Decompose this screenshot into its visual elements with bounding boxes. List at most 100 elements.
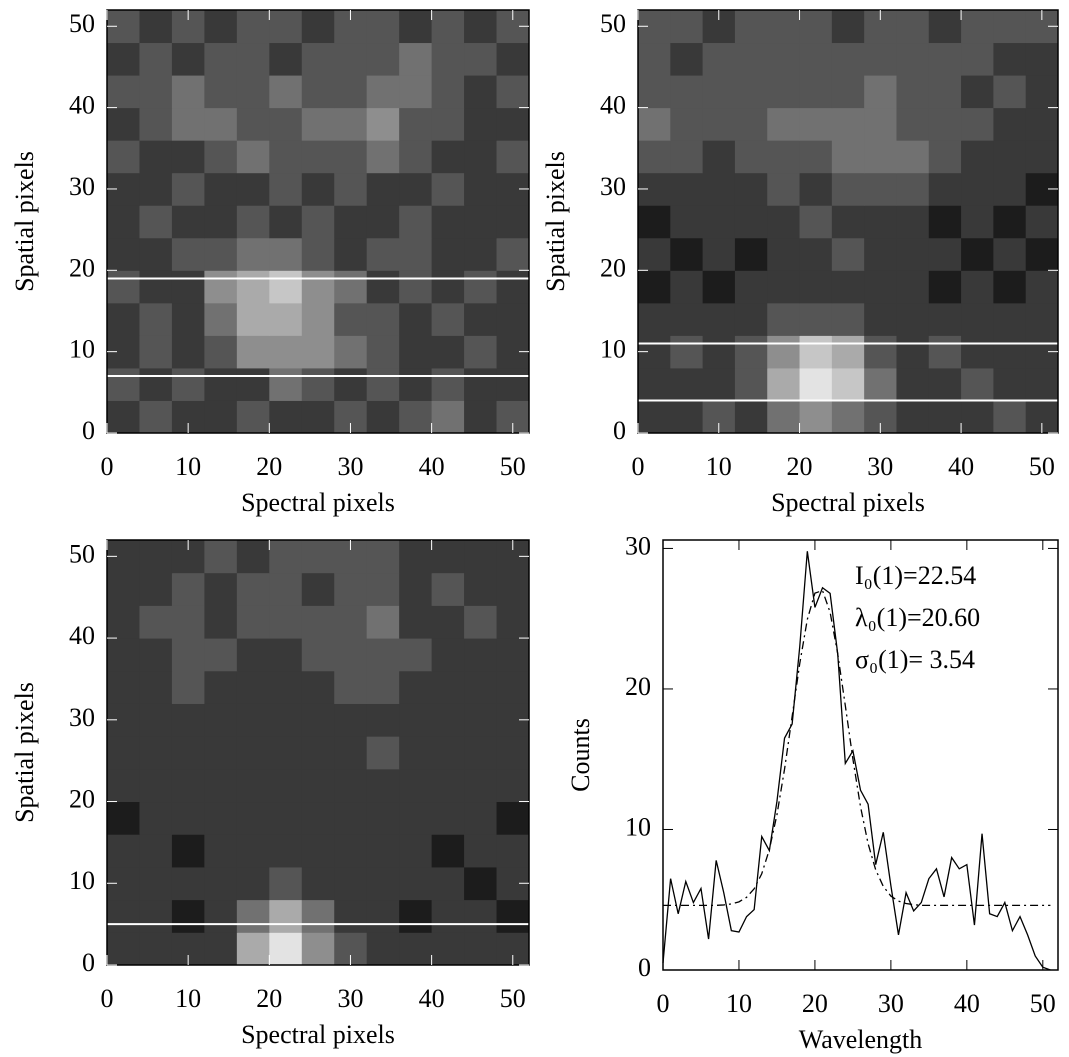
pixel-cell xyxy=(831,237,865,271)
x-tick-label: 0 xyxy=(632,452,645,481)
pixel-cell xyxy=(702,140,736,174)
pixel-cell xyxy=(334,367,368,401)
pixel-cell xyxy=(431,932,465,966)
pixel-cell xyxy=(431,400,465,434)
y-tick-label: 0 xyxy=(82,948,95,977)
pixel-cell xyxy=(431,736,465,770)
pixel-cell xyxy=(301,237,335,271)
pixel-cell xyxy=(799,400,833,434)
pixel-cell xyxy=(204,572,238,606)
pixel-cell xyxy=(334,172,368,206)
pixel-cell xyxy=(139,205,173,239)
y-tick-label: 40 xyxy=(600,91,626,120)
pixel-cell xyxy=(993,335,1027,369)
pixel-cell xyxy=(399,302,433,336)
pixel-cell xyxy=(464,899,498,933)
pixel-cell xyxy=(399,703,433,737)
pixel-cell xyxy=(864,205,897,239)
x-axis-label: Wavelength xyxy=(799,1025,923,1054)
pixel-cell xyxy=(734,42,768,76)
pixel-cell xyxy=(107,270,140,304)
x-tick-label: 50 xyxy=(500,984,526,1013)
pixel-cell xyxy=(831,270,865,304)
pixel-cell xyxy=(864,270,897,304)
pixel-cell xyxy=(496,899,530,933)
pixel-cell xyxy=(301,140,335,174)
pixel-cell xyxy=(431,205,465,239)
pixel-cell xyxy=(831,10,865,44)
pixel-cell xyxy=(496,605,530,639)
pixel-cell xyxy=(961,205,994,239)
pixel-cell xyxy=(204,270,238,304)
pixel-cell xyxy=(928,302,962,336)
x-tick-label: 40 xyxy=(419,452,445,481)
pixel-cell xyxy=(204,400,238,434)
pixel-cell xyxy=(464,75,498,109)
plot-background xyxy=(663,540,1058,970)
pixel-cell xyxy=(799,302,833,336)
pixel-cell xyxy=(670,367,704,401)
pixel-cell xyxy=(366,670,400,704)
pixel-cell xyxy=(993,42,1027,76)
pixel-cell xyxy=(366,736,400,770)
pixel-cell xyxy=(366,768,400,803)
pixel-cell xyxy=(928,237,962,271)
pixel-cell xyxy=(431,768,465,803)
pixel-cell xyxy=(204,899,238,933)
pixel-cell xyxy=(171,899,205,933)
pixel-cell xyxy=(107,638,140,672)
pixel-cell xyxy=(431,172,465,206)
y-tick-label: 0 xyxy=(638,953,651,982)
pixel-cell xyxy=(431,10,465,44)
pixel-cell xyxy=(269,10,303,44)
pixel-cell xyxy=(638,302,671,336)
pixel-cell xyxy=(171,736,205,770)
pixel-cell xyxy=(204,703,238,737)
pixel-cell xyxy=(928,107,962,141)
fit-annotation: I₀(1)=22.54 xyxy=(855,561,976,590)
pixel-cell xyxy=(496,205,530,239)
pixel-cell xyxy=(799,237,833,271)
pixel-cell xyxy=(107,932,140,966)
pixel-cell xyxy=(399,801,433,835)
pixel-cell xyxy=(139,572,173,606)
pixel-cell xyxy=(366,572,400,606)
pixel-cell xyxy=(301,367,335,401)
pixel-cell xyxy=(366,302,400,336)
pixel-cell xyxy=(961,367,994,401)
y-tick-label: 20 xyxy=(69,253,95,282)
pixel-cell xyxy=(334,572,368,606)
pixel-cell xyxy=(767,237,801,271)
pixel-cell xyxy=(204,75,238,109)
pixel-cell xyxy=(204,205,238,239)
pixel-cell xyxy=(107,801,140,835)
pixel-cell xyxy=(269,572,303,606)
pixel-cell xyxy=(139,703,173,737)
x-tick-label: 30 xyxy=(337,452,363,481)
pixel-cell xyxy=(831,42,865,76)
pixel-cell xyxy=(139,107,173,141)
pixel-cell xyxy=(431,75,465,109)
pixel-cell xyxy=(334,42,368,76)
pixel-cell xyxy=(139,302,173,336)
pixel-cell xyxy=(464,801,498,835)
x-tick-label: 10 xyxy=(726,989,752,1018)
pixel-cell xyxy=(399,866,433,901)
x-tick-label: 0 xyxy=(101,452,114,481)
pixel-cell xyxy=(301,638,335,672)
y-tick-label: 30 xyxy=(625,531,651,560)
pixel-cell xyxy=(139,335,173,369)
pixel-cell xyxy=(896,237,930,271)
pixel-cell xyxy=(767,302,801,336)
pixel-cell xyxy=(928,335,962,369)
pixel-cell xyxy=(670,140,704,174)
pixel-cell xyxy=(236,205,270,239)
pixel-cell xyxy=(334,670,368,704)
pixel-cell xyxy=(864,75,897,109)
pixel-cell xyxy=(464,736,498,770)
plot-frame xyxy=(662,539,1059,971)
pixel-cell xyxy=(236,140,270,174)
pixel-cell xyxy=(496,670,530,704)
pixel-cell xyxy=(1025,302,1059,336)
pixel-cell xyxy=(993,10,1027,44)
